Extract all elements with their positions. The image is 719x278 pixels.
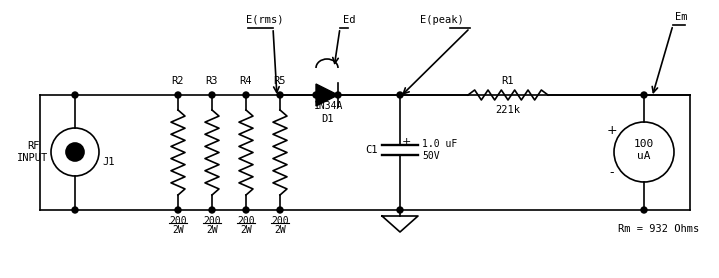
Circle shape — [175, 92, 181, 98]
Text: 221k: 221k — [495, 105, 521, 115]
Text: D1: D1 — [321, 114, 333, 124]
Text: 200: 200 — [169, 216, 187, 226]
Text: 2W: 2W — [240, 225, 252, 235]
Text: R3: R3 — [206, 76, 219, 86]
Circle shape — [397, 92, 403, 98]
Text: 1.0 uF
50V: 1.0 uF 50V — [422, 139, 457, 161]
Text: RF
INPUT: RF INPUT — [17, 141, 49, 163]
Text: 100
uA: 100 uA — [634, 139, 654, 161]
Text: R1: R1 — [502, 76, 514, 86]
Text: J1: J1 — [102, 157, 114, 167]
Circle shape — [277, 92, 283, 98]
Text: 2W: 2W — [274, 225, 286, 235]
Circle shape — [66, 143, 84, 161]
Text: C1: C1 — [365, 145, 378, 155]
Text: Ed: Ed — [343, 15, 355, 25]
Circle shape — [243, 207, 249, 213]
Circle shape — [243, 92, 249, 98]
Text: 2W: 2W — [172, 225, 184, 235]
Text: -: - — [610, 167, 614, 180]
Circle shape — [313, 92, 319, 98]
Circle shape — [397, 207, 403, 213]
Circle shape — [641, 92, 647, 98]
Text: 1N34A: 1N34A — [314, 101, 344, 111]
Text: R5: R5 — [274, 76, 286, 86]
Circle shape — [72, 207, 78, 213]
Text: Rm = 932 Ohms: Rm = 932 Ohms — [618, 224, 700, 234]
Text: 200: 200 — [271, 216, 289, 226]
Text: Em: Em — [675, 12, 687, 22]
Circle shape — [72, 92, 78, 98]
Text: E(peak): E(peak) — [420, 15, 464, 25]
Circle shape — [209, 92, 215, 98]
Text: 2W: 2W — [206, 225, 218, 235]
Text: 200: 200 — [203, 216, 221, 226]
Circle shape — [335, 92, 341, 98]
Text: E(rms): E(rms) — [246, 15, 283, 25]
Circle shape — [277, 207, 283, 213]
Text: R4: R4 — [239, 76, 252, 86]
Circle shape — [175, 207, 181, 213]
Text: R2: R2 — [172, 76, 184, 86]
Circle shape — [641, 207, 647, 213]
Circle shape — [209, 207, 215, 213]
Text: +: + — [607, 125, 618, 138]
Text: +: + — [402, 137, 411, 147]
Text: 200: 200 — [237, 216, 255, 226]
Polygon shape — [316, 84, 338, 106]
